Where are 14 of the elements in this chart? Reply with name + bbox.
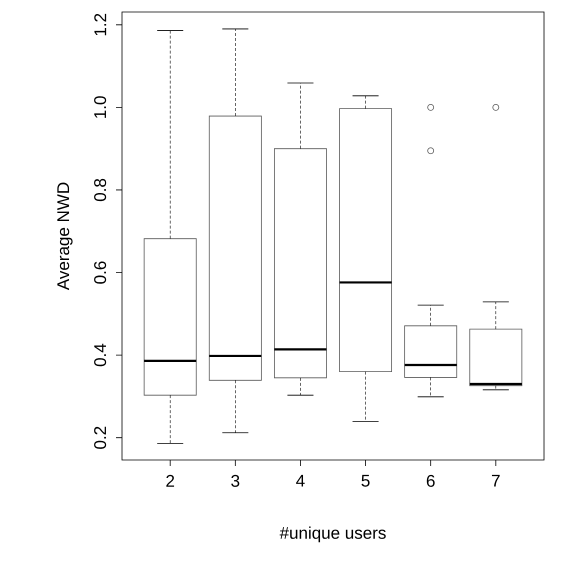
x-tick-label: 7: [492, 474, 500, 487]
x-tick-label: 2: [166, 474, 174, 487]
y-tick-label: 0.2: [94, 426, 106, 449]
x-tick-label: 3: [231, 474, 240, 487]
x-tick-label: 5: [362, 474, 370, 487]
y-tick-label: 1.2: [94, 14, 106, 36]
x-tick-label: 6: [426, 474, 435, 487]
x-axis-title: #unique users: [280, 526, 386, 542]
y-axis-title: Average NWD: [57, 182, 73, 290]
y-tick-label: 1.0: [94, 96, 106, 118]
y-tick-label: 0.6: [94, 261, 106, 284]
y-tick-label: 0.4: [94, 344, 106, 366]
x-tick-label: 4: [296, 474, 305, 487]
y-tick-label: 0.8: [94, 178, 106, 202]
